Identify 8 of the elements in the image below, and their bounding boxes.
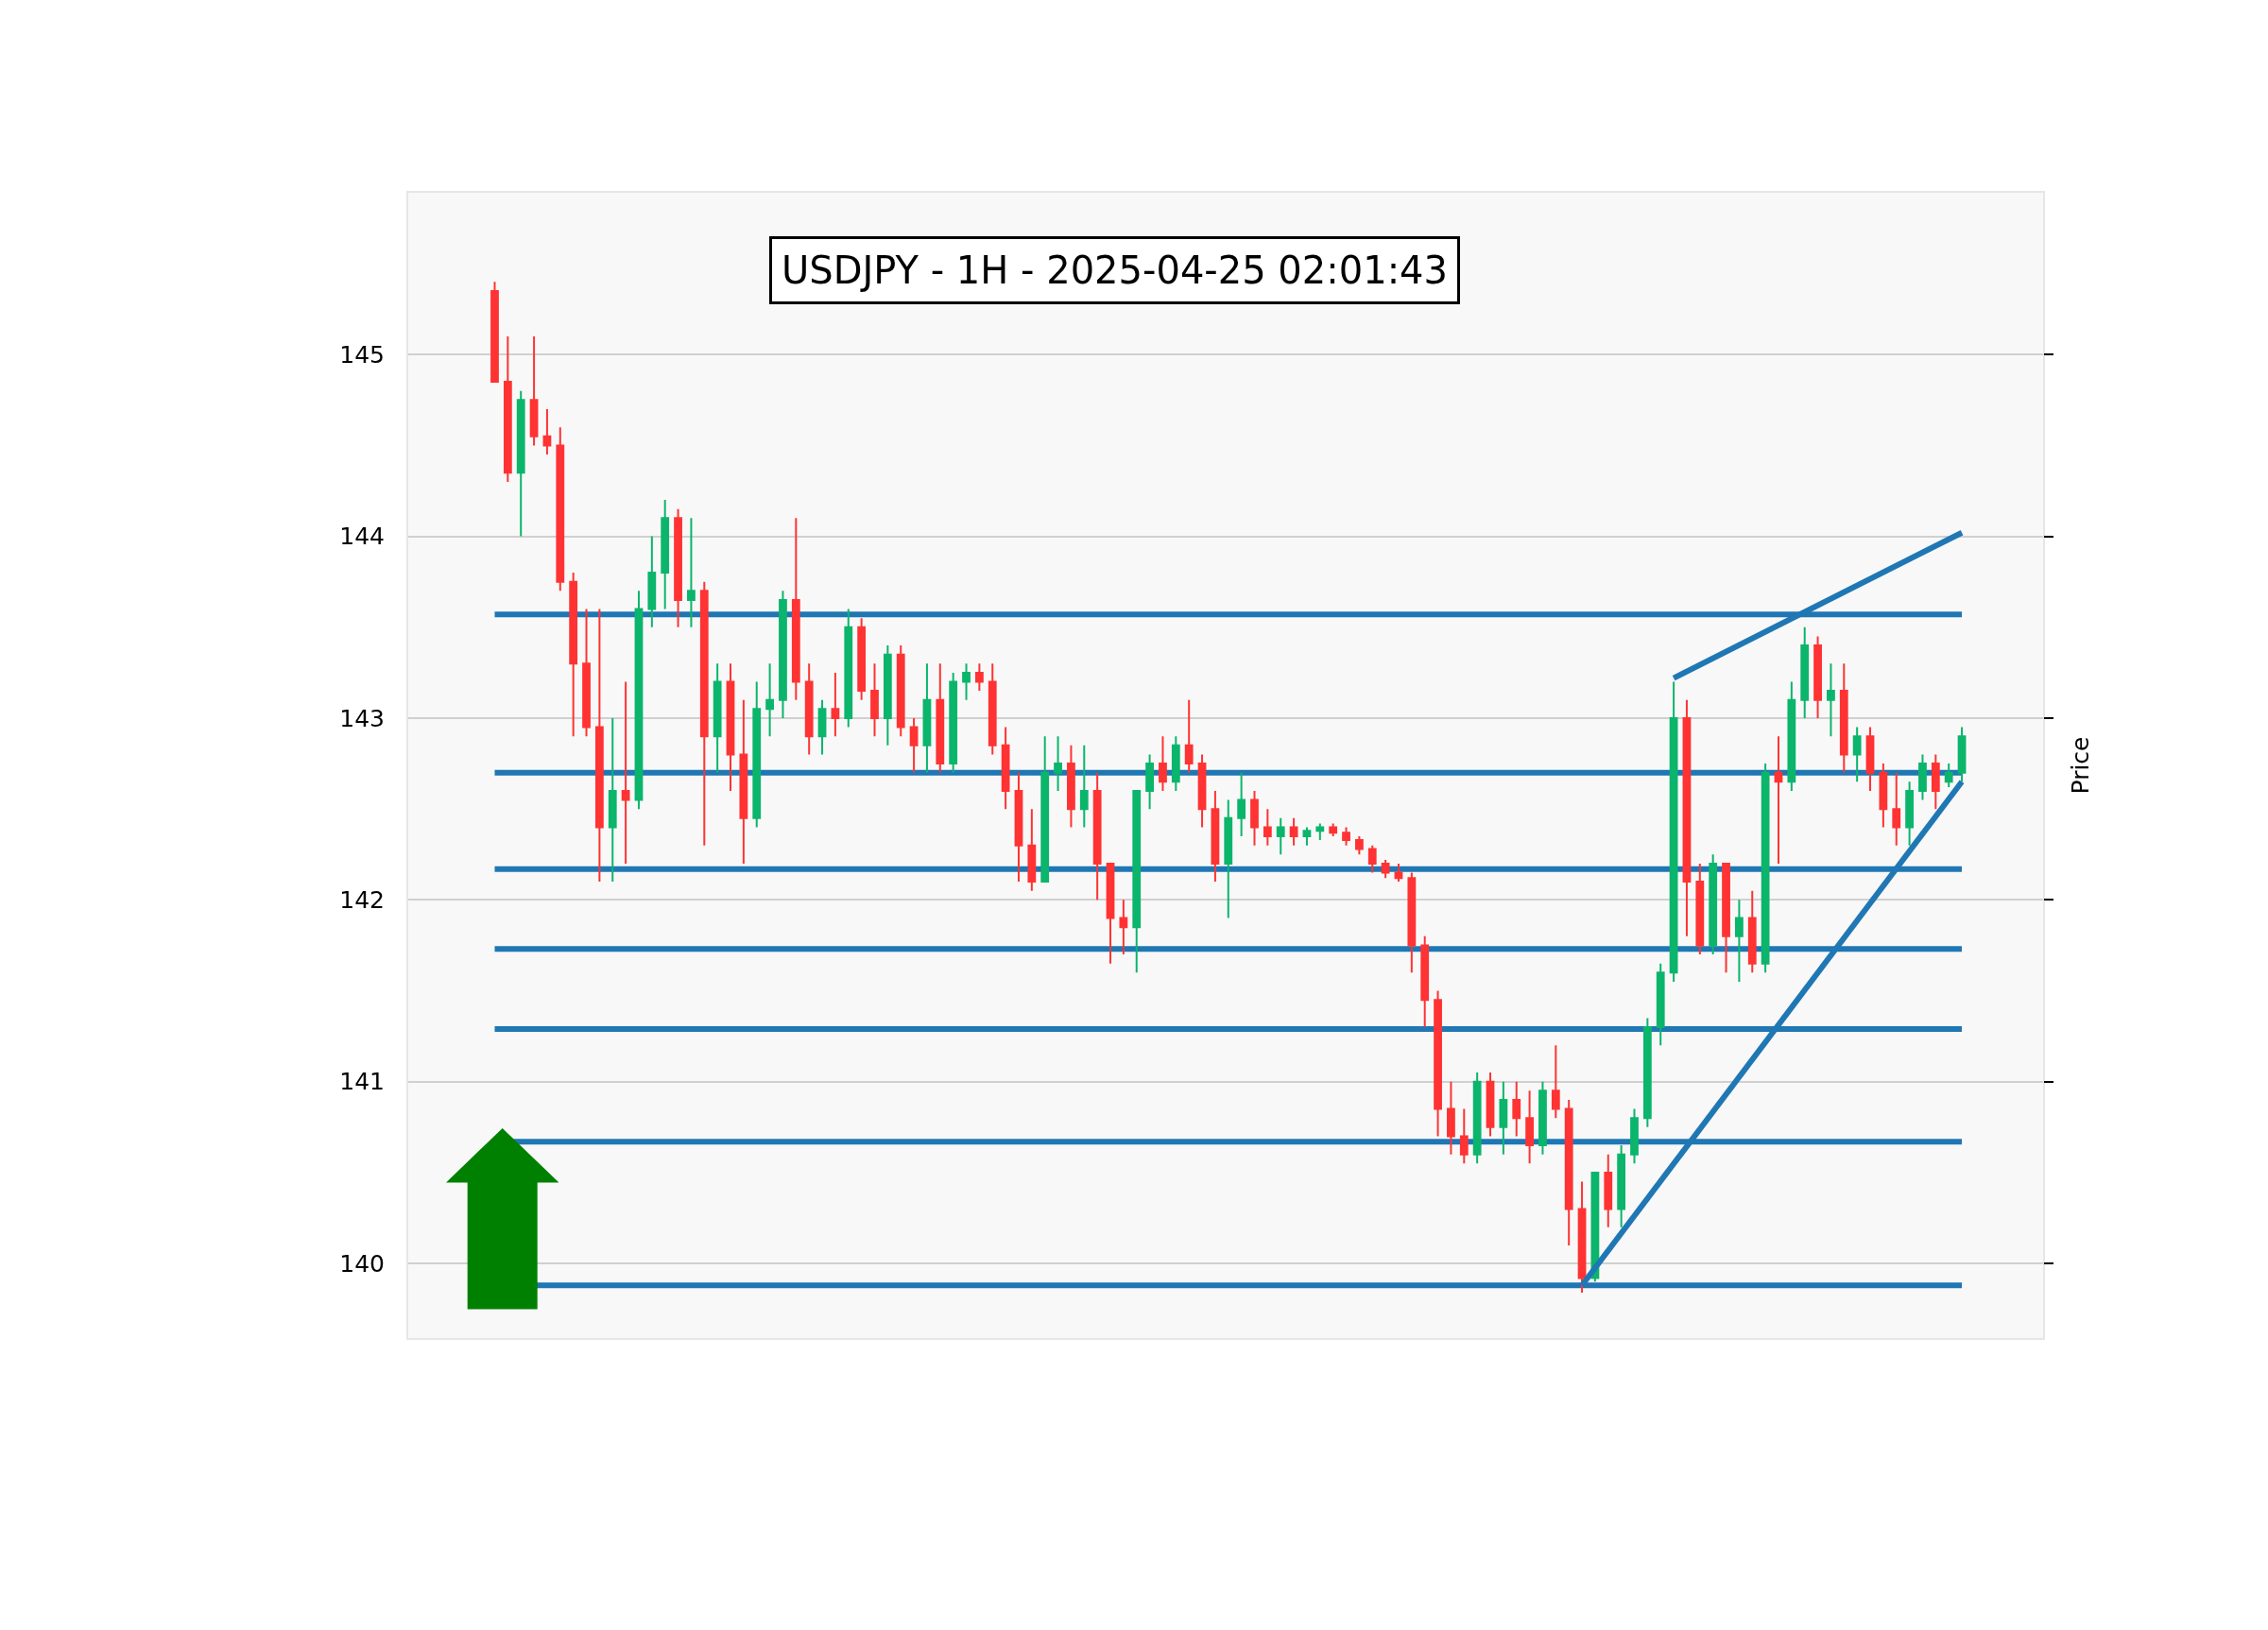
text: USDJPY - 1H - 2025-04-25 02:01:43 [782,249,1449,292]
y-tick-label: 142 [339,886,385,915]
y-tick-label: 141 [339,1068,385,1096]
y-axis-title: Price [2067,736,2094,795]
y-tick-label: 140 [339,1249,385,1278]
y-tick-label: 143 [339,704,385,732]
y-tick-label: 145 [339,340,385,369]
y-tick-label: 144 [339,523,385,551]
